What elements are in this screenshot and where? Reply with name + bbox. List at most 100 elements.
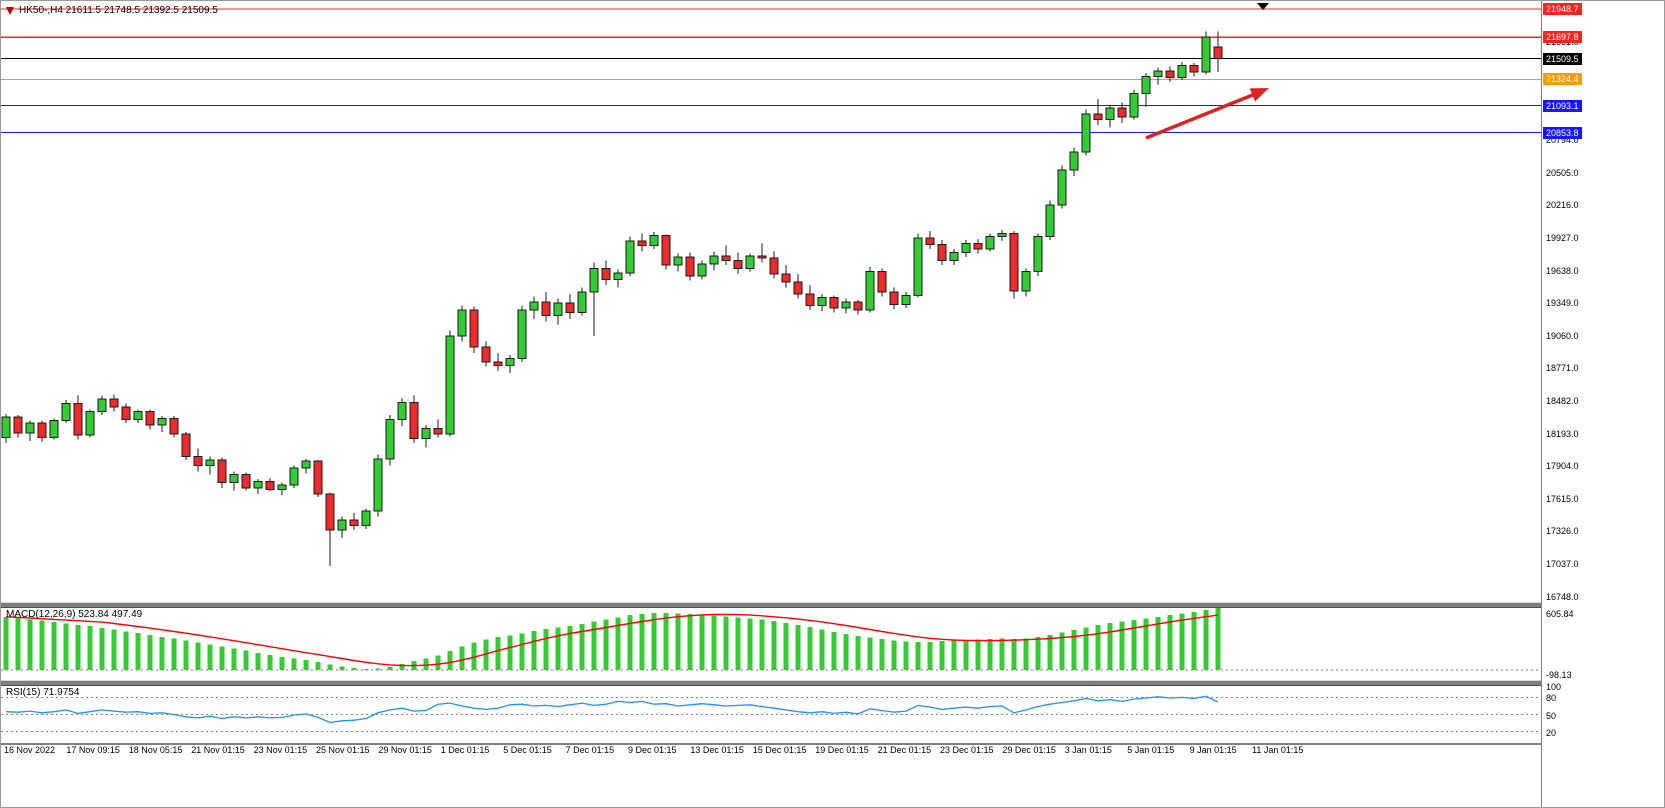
- macd-bar: [147, 634, 153, 670]
- candle-body: [373, 458, 383, 512]
- time-axis-label: 11 Jan 01:15: [1252, 745, 1304, 755]
- candle-body: [1129, 92, 1139, 118]
- candle-body: [481, 346, 491, 363]
- candle-body: [1117, 107, 1127, 118]
- macd-label: MACD(12,26,9) 523.84 497.49: [6, 609, 143, 620]
- time-axis-label: 7 Dec 01:15: [565, 745, 615, 755]
- time-axis-label: 29 Dec 01:15: [1002, 745, 1056, 755]
- macd-bar: [687, 614, 693, 670]
- candle-body: [169, 417, 179, 435]
- candle-body: [301, 460, 311, 469]
- time-axis-label: 9 Dec 01:15: [628, 745, 677, 755]
- price-grid-label: 17904.0: [1546, 461, 1579, 472]
- time-axis-label: 5 Dec 01:15: [503, 745, 552, 755]
- trend-arrow-head[interactable]: [1249, 88, 1269, 102]
- trend-arrow-line[interactable]: [1145, 92, 1256, 140]
- candle-body: [685, 256, 695, 277]
- candle-body: [277, 484, 287, 490]
- candle-body: [541, 301, 551, 317]
- candle-body: [745, 255, 755, 269]
- candle-body: [325, 493, 335, 531]
- macd-bar: [651, 613, 657, 670]
- price-grid-label: 16748.0: [1546, 591, 1579, 602]
- candle-body: [889, 291, 899, 305]
- price-grid-label: 20216.0: [1546, 200, 1579, 211]
- macd-bar: [99, 627, 105, 670]
- candle-body: [853, 301, 863, 311]
- macd-bar: [195, 642, 201, 670]
- macd-bar: [855, 636, 861, 670]
- candle-body: [409, 401, 419, 440]
- main-chart-pane[interactable]: [1, 1, 1541, 602]
- bar-marker-triangle[interactable]: [1257, 3, 1269, 10]
- candle-body: [73, 403, 83, 436]
- candle-body: [529, 301, 539, 311]
- macd-bar: [711, 615, 717, 670]
- macd-axis-max: 605.84: [1546, 609, 1574, 619]
- candle-body: [85, 411, 95, 436]
- macd-bar: [843, 634, 849, 670]
- macd-bar: [735, 617, 741, 670]
- price-line-badge: 21509.5: [1543, 52, 1582, 65]
- macd-bar: [759, 619, 765, 670]
- candle-body: [1081, 113, 1091, 153]
- candle-body: [925, 237, 935, 246]
- price-line-badge: 21093.1: [1543, 99, 1582, 112]
- macd-bar: [975, 639, 981, 670]
- candle-body: [781, 273, 791, 283]
- time-axis-label: 29 Nov 01:15: [378, 745, 432, 755]
- rsi-label: RSI(15) 71.9754: [6, 687, 80, 698]
- macd-chart: [1, 608, 1541, 671]
- macd-pane[interactable]: [1, 608, 1541, 680]
- candle-body: [157, 417, 167, 426]
- rsi-axis-label: 50: [1546, 710, 1557, 721]
- time-axis-label: 9 Jan 01:15: [1189, 745, 1237, 755]
- candle-body: [721, 255, 731, 261]
- candle-body: [841, 301, 851, 309]
- candle-body: [37, 422, 47, 438]
- rsi-pane[interactable]: [1, 686, 1541, 743]
- candle-body: [805, 293, 815, 306]
- price-axis[interactable]: 21661.020794.020505.020216.019927.019638…: [1541, 1, 1664, 807]
- candlestick-chart[interactable]: [1, 1, 1541, 602]
- candle-body: [1213, 46, 1223, 60]
- candle-body: [337, 519, 347, 531]
- macd-bar: [171, 638, 177, 670]
- time-axis[interactable]: 16 Nov 2022 17 Nov 09:15 18 Nov 05:15 21 No…: [1, 745, 1541, 759]
- macd-bar: [87, 626, 93, 670]
- macd-bar: [3, 616, 9, 670]
- pane-separator-2[interactable]: [1, 680, 1664, 686]
- macd-bar: [15, 618, 21, 670]
- macd-bar: [1047, 634, 1053, 670]
- candle-body: [1, 416, 11, 438]
- macd-bar: [291, 658, 297, 670]
- macd-bar: [1059, 632, 1065, 670]
- macd-signal-line: [5, 613, 1219, 667]
- macd-bar: [879, 638, 885, 670]
- candle-body: [817, 297, 827, 306]
- price-grid-label: 19927.0: [1546, 233, 1579, 244]
- candle-body: [1093, 113, 1103, 120]
- candle-body: [217, 459, 227, 484]
- rsi-chart: [1, 695, 1541, 733]
- rsi-axis-label: 80: [1546, 693, 1557, 704]
- macd-bar: [519, 633, 525, 670]
- candle-body: [229, 474, 239, 484]
- time-axis-label: 25 Nov 01:15: [316, 745, 370, 755]
- macd-bar: [747, 618, 753, 670]
- macd-bar: [915, 642, 921, 670]
- macd-bar: [387, 666, 393, 670]
- pane-separator[interactable]: [1, 602, 1664, 608]
- candle-body: [121, 406, 131, 420]
- candle-body: [397, 401, 407, 420]
- macd-bar: [39, 620, 45, 670]
- candle-body: [649, 235, 659, 247]
- candle-body: [901, 294, 911, 305]
- macd-bar: [159, 636, 165, 670]
- candle-body: [961, 242, 971, 253]
- macd-bar: [867, 637, 873, 670]
- macd-bar: [675, 613, 681, 670]
- candle-body: [1021, 271, 1031, 292]
- macd-bar: [399, 663, 405, 670]
